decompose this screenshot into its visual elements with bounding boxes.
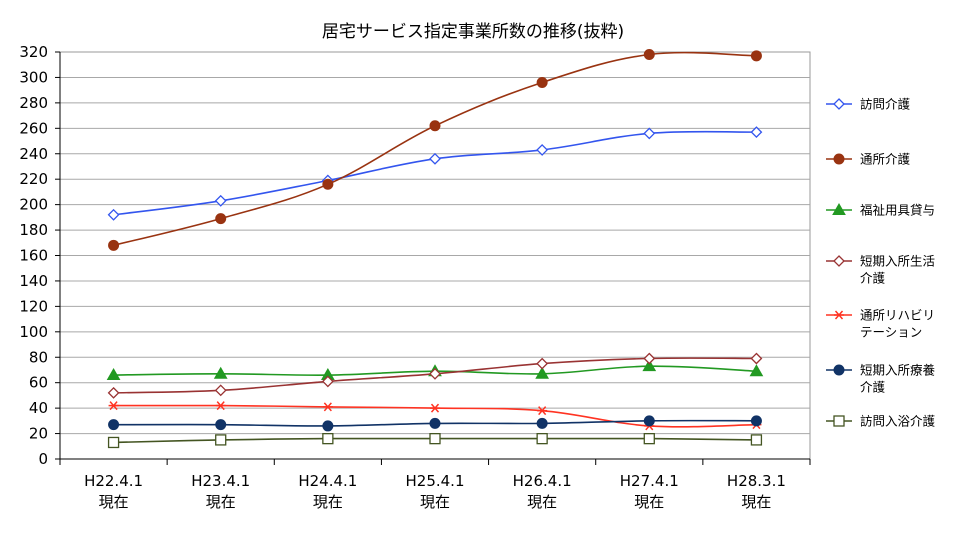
data-point — [537, 406, 548, 416]
data-point — [107, 386, 120, 399]
y-tick-label: 0 — [38, 450, 48, 468]
data-point — [750, 352, 763, 365]
series-line — [113, 51, 757, 247]
legend-label: 訪問入浴介護 — [860, 414, 936, 429]
y-tick-label: 60 — [29, 374, 48, 392]
data-point — [215, 434, 227, 446]
data-point — [215, 401, 226, 411]
data-point — [430, 403, 440, 413]
data-point — [429, 120, 441, 132]
chart-title: 居宅サービス指定事業所数の推移(抜粋) — [322, 22, 624, 42]
data-point — [213, 366, 228, 379]
legend-label: 短期入所生活介護 — [860, 254, 935, 286]
data-point — [429, 417, 441, 429]
legend-marker — [833, 415, 845, 427]
data-point — [536, 432, 548, 445]
data-point — [535, 366, 550, 379]
x-tick-label: H24.4.1 現在 — [298, 472, 357, 511]
data-point — [215, 419, 227, 431]
y-tick-label: 20 — [29, 425, 48, 443]
legend-label: 通所リハビリテーション — [860, 308, 935, 340]
x-tick-label: H28.3.1 現在 — [727, 472, 786, 511]
y-tick-label: 100 — [19, 323, 48, 341]
data-point — [643, 415, 655, 427]
data-point — [750, 434, 763, 446]
legend-marker — [834, 310, 844, 320]
data-point — [750, 50, 762, 62]
x-tick-label: H25.4.1 現在 — [406, 472, 465, 511]
data-point — [429, 152, 441, 165]
y-tick-label: 120 — [19, 297, 48, 315]
data-point — [108, 239, 120, 251]
y-tick-label: 140 — [19, 272, 48, 290]
legend-marker — [832, 202, 846, 215]
data-point — [215, 213, 227, 225]
x-tick-label: H23.4.1 現在 — [191, 472, 250, 511]
data-point — [107, 436, 120, 449]
data-point — [750, 415, 762, 427]
y-tick-label: 260 — [19, 119, 48, 137]
legend-label: 通所介護 — [860, 152, 911, 167]
data-point — [108, 401, 119, 411]
data-point — [536, 357, 549, 370]
data-point — [749, 364, 764, 377]
y-tick-label: 220 — [19, 170, 48, 188]
data-point — [322, 420, 334, 432]
y-tick-label: 320 — [19, 43, 48, 61]
y-tick-label: 80 — [29, 348, 48, 366]
data-point — [536, 144, 549, 156]
y-tick-label: 160 — [19, 247, 48, 265]
series-line — [113, 130, 757, 216]
plot-area: 0 20 40 60 80 100 120 140 160 180 200 220 240 260 280 3… — [19, 43, 811, 511]
legend-marker — [833, 98, 845, 110]
data-point — [108, 419, 120, 431]
data-point — [107, 208, 120, 221]
legend-marker — [833, 153, 845, 165]
y-tick-label: 240 — [19, 145, 48, 163]
data-point — [643, 432, 655, 445]
data-point — [642, 359, 657, 372]
legend-marker — [833, 364, 845, 376]
data-point — [322, 432, 334, 445]
legend-label: 福祉用具貸与 — [860, 203, 935, 218]
data-point — [214, 384, 227, 397]
legend: 訪問介護通所介護福祉用具貸与短期入所生活介護通所リハビリテーション短期入所療養介… — [826, 97, 936, 429]
y-tick-label: 280 — [19, 94, 48, 112]
data-point — [643, 127, 656, 140]
legend-label: 訪問介護 — [860, 97, 911, 112]
legend-label: 短期入所療養介護 — [860, 363, 936, 395]
data-point — [322, 178, 334, 190]
y-tick-label: 40 — [29, 399, 48, 417]
x-tick-label: H27.4.1 現在 — [620, 472, 679, 511]
data-point — [106, 368, 121, 381]
data-point — [536, 417, 548, 429]
x-tick-label: H22.4.1 現在 — [84, 472, 143, 511]
y-tick-label: 180 — [19, 221, 48, 239]
data-point — [643, 49, 655, 61]
y-tick-label: 300 — [19, 68, 48, 86]
data-point — [429, 367, 441, 380]
data-point — [643, 352, 656, 365]
data-point — [536, 77, 548, 89]
legend-marker — [833, 255, 845, 267]
data-point — [429, 432, 441, 445]
y-tick-label: 200 — [19, 196, 48, 214]
data-point — [322, 402, 333, 412]
data-point — [750, 126, 763, 139]
data-point — [321, 375, 334, 388]
data-point — [214, 194, 227, 207]
x-tick-label: H26.4.1 現在 — [513, 472, 572, 511]
